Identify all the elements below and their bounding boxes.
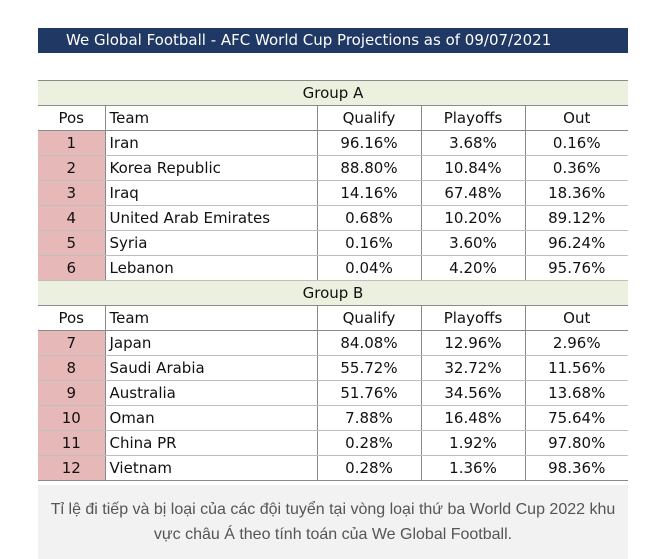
- cell-out: 98.36%: [525, 455, 628, 481]
- table-body: Group A Pos Team Qualify Playoffs Out 1 Iran 96.…: [38, 80, 628, 481]
- group-name: Group A: [38, 80, 628, 106]
- cell-qualify: 0.28%: [317, 455, 422, 481]
- cell-team: Syria: [105, 230, 318, 256]
- cell-pos: 5: [38, 230, 106, 256]
- cell-out: 18.36%: [525, 180, 628, 206]
- cell-team: Lebanon: [105, 255, 318, 281]
- cell-team: Oman: [105, 405, 318, 431]
- cell-pos: 4: [38, 205, 106, 231]
- cell-playoffs: 3.68%: [421, 130, 526, 156]
- column-header-qualify: Qualify: [317, 305, 422, 331]
- cell-out: 13.68%: [525, 380, 628, 406]
- cell-playoffs: 10.20%: [421, 205, 526, 231]
- cell-playoffs: 34.56%: [421, 380, 526, 406]
- cell-out: 11.56%: [525, 355, 628, 381]
- group-header-row: Group B: [38, 280, 628, 306]
- cell-team: Iraq: [105, 180, 318, 206]
- spacer: [38, 53, 628, 80]
- table-row: 9 Australia 51.76% 34.56% 13.68%: [38, 380, 628, 406]
- table-row: 1 Iran 96.16% 3.68% 0.16%: [38, 130, 628, 156]
- column-header-out: Out: [525, 105, 628, 131]
- cell-team: Japan: [105, 330, 318, 356]
- cell-out: 96.24%: [525, 230, 628, 256]
- cell-team: Korea Republic: [105, 155, 318, 181]
- cell-out: 89.12%: [525, 205, 628, 231]
- cell-qualify: 14.16%: [317, 180, 422, 206]
- table-row: 12 Vietnam 0.28% 1.36% 98.36%: [38, 455, 628, 481]
- cell-qualify: 0.04%: [317, 255, 422, 281]
- column-header-team: Team: [105, 305, 318, 331]
- cell-team: China PR: [105, 430, 318, 456]
- cell-team: Iran: [105, 130, 318, 156]
- column-header-row: Pos Team Qualify Playoffs Out: [38, 105, 628, 131]
- cell-playoffs: 3.60%: [421, 230, 526, 256]
- cell-out: 2.96%: [525, 330, 628, 356]
- cell-pos: 9: [38, 380, 106, 406]
- cell-team: United Arab Emirates: [105, 205, 318, 231]
- table-row: 11 China PR 0.28% 1.92% 97.80%: [38, 430, 628, 456]
- cell-qualify: 96.16%: [317, 130, 422, 156]
- projections-sheet: We Global Football - AFC World Cup Proje…: [38, 28, 628, 481]
- cell-playoffs: 32.72%: [421, 355, 526, 381]
- cell-qualify: 88.80%: [317, 155, 422, 181]
- table-row: 8 Saudi Arabia 55.72% 32.72% 11.56%: [38, 355, 628, 381]
- group-header-row: Group A: [38, 80, 628, 106]
- cell-pos: 11: [38, 430, 106, 456]
- cell-qualify: 0.68%: [317, 205, 422, 231]
- column-header-playoffs: Playoffs: [421, 305, 526, 331]
- cell-pos: 10: [38, 405, 106, 431]
- table-row: 2 Korea Republic 88.80% 10.84% 0.36%: [38, 155, 628, 181]
- cell-team: Australia: [105, 380, 318, 406]
- column-header-playoffs: Playoffs: [421, 105, 526, 131]
- column-header-pos: Pos: [38, 305, 106, 331]
- column-header-qualify: Qualify: [317, 105, 422, 131]
- cell-out: 97.80%: [525, 430, 628, 456]
- table-row: 10 Oman 7.88% 16.48% 75.64%: [38, 405, 628, 431]
- cell-playoffs: 1.92%: [421, 430, 526, 456]
- cell-pos: 6: [38, 255, 106, 281]
- cell-pos: 1: [38, 130, 106, 156]
- cell-pos: 12: [38, 455, 106, 481]
- table-row: 6 Lebanon 0.04% 4.20% 95.76%: [38, 255, 628, 281]
- cell-qualify: 51.76%: [317, 380, 422, 406]
- cell-qualify: 0.28%: [317, 430, 422, 456]
- table-row: 3 Iraq 14.16% 67.48% 18.36%: [38, 180, 628, 206]
- cell-out: 0.36%: [525, 155, 628, 181]
- cell-playoffs: 10.84%: [421, 155, 526, 181]
- group-name: Group B: [38, 280, 628, 306]
- cell-team: Vietnam: [105, 455, 318, 481]
- cell-playoffs: 1.36%: [421, 455, 526, 481]
- cell-out: 0.16%: [525, 130, 628, 156]
- sheet-title: We Global Football - AFC World Cup Proje…: [38, 28, 628, 53]
- cell-qualify: 0.16%: [317, 230, 422, 256]
- cell-qualify: 7.88%: [317, 405, 422, 431]
- cell-playoffs: 67.48%: [421, 180, 526, 206]
- cell-playoffs: 4.20%: [421, 255, 526, 281]
- cell-team: Saudi Arabia: [105, 355, 318, 381]
- column-header-pos: Pos: [38, 105, 106, 131]
- cell-pos: 2: [38, 155, 106, 181]
- cell-pos: 7: [38, 330, 106, 356]
- cell-pos: 8: [38, 355, 106, 381]
- cell-qualify: 55.72%: [317, 355, 422, 381]
- table-row: 5 Syria 0.16% 3.60% 96.24%: [38, 230, 628, 256]
- cell-playoffs: 12.96%: [421, 330, 526, 356]
- column-header-team: Team: [105, 105, 318, 131]
- column-header-row: Pos Team Qualify Playoffs Out: [38, 305, 628, 331]
- cell-out: 75.64%: [525, 405, 628, 431]
- cell-pos: 3: [38, 180, 106, 206]
- cell-playoffs: 16.48%: [421, 405, 526, 431]
- table-row: 7 Japan 84.08% 12.96% 2.96%: [38, 330, 628, 356]
- column-header-out: Out: [525, 305, 628, 331]
- table-row: 4 United Arab Emirates 0.68% 10.20% 89.12%: [38, 205, 628, 231]
- projections-table: Group A Pos Team Qualify Playoffs Out 1 Iran 96.…: [38, 80, 628, 481]
- image-caption: Tỉ lệ đi tiếp và bị loại của các đội tuy…: [38, 485, 628, 559]
- cell-out: 95.76%: [525, 255, 628, 281]
- cell-qualify: 84.08%: [317, 330, 422, 356]
